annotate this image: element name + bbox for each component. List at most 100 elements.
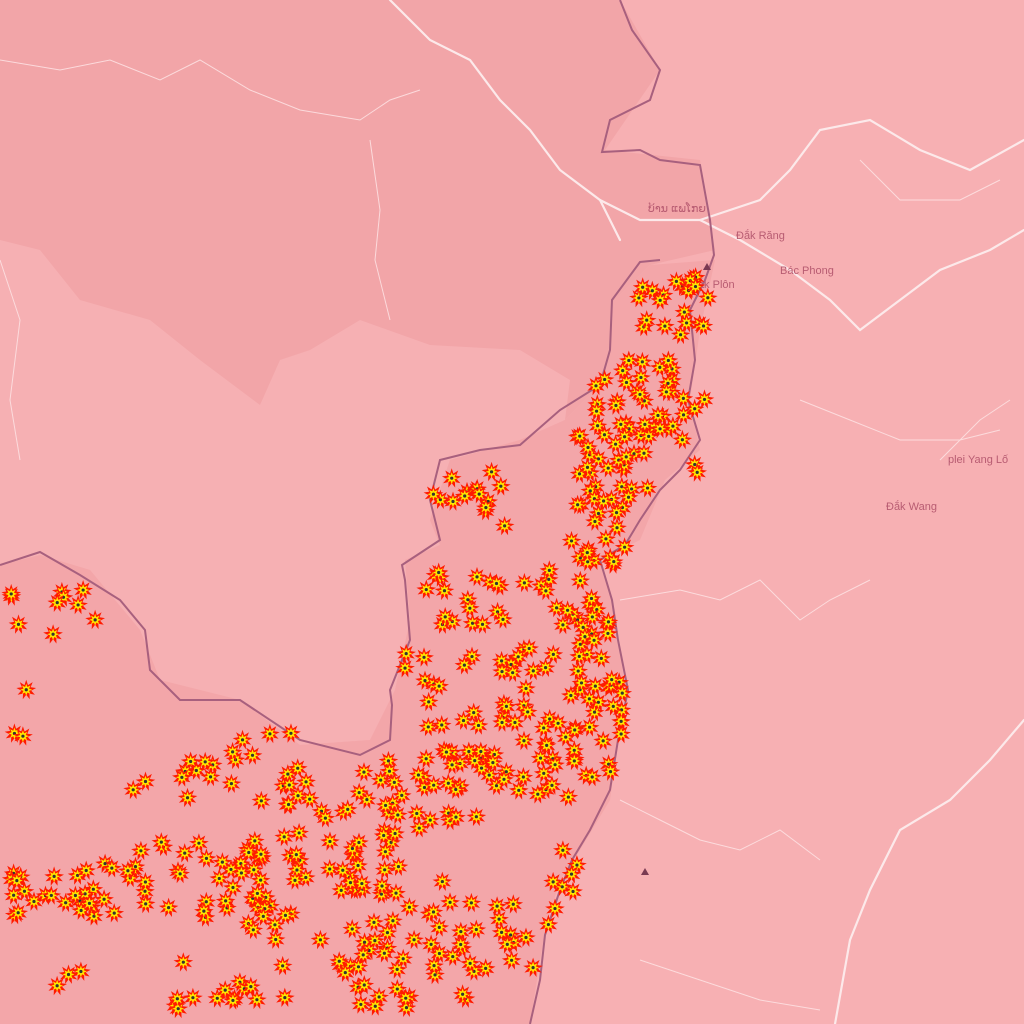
explosion-icon[interactable] <box>637 478 658 498</box>
explosion-icon[interactable] <box>606 502 627 523</box>
explosion-icon[interactable] <box>586 375 606 396</box>
explosion-icon[interactable] <box>585 511 605 531</box>
explosion-icon[interactable] <box>416 579 437 599</box>
explosion-icon[interactable] <box>577 542 598 562</box>
explosion-icon[interactable] <box>424 955 444 976</box>
explosion-icon[interactable] <box>393 948 413 969</box>
explosion-icon[interactable] <box>523 660 544 681</box>
explosion-icon[interactable] <box>428 562 449 582</box>
explosion-icon[interactable] <box>548 713 568 733</box>
explosion-icon[interactable] <box>275 987 295 1007</box>
explosion-icon[interactable] <box>354 762 374 782</box>
explosion-icon[interactable] <box>481 461 502 482</box>
explosion-icon[interactable] <box>587 599 607 619</box>
explosion-icon[interactable] <box>603 551 624 571</box>
explosion-icon[interactable] <box>632 351 653 372</box>
explosion-icon[interactable] <box>342 919 363 939</box>
explosion-icon[interactable] <box>374 943 395 963</box>
explosion-icon[interactable] <box>601 669 622 689</box>
explosion-icon[interactable] <box>296 867 316 887</box>
explosion-icon[interactable] <box>24 891 44 911</box>
explosion-icon[interactable] <box>505 712 525 732</box>
explosion-icon[interactable] <box>287 758 308 778</box>
explosion-icon[interactable] <box>593 730 613 751</box>
explosion-icon[interactable] <box>408 765 429 785</box>
explosion-icon[interactable] <box>79 893 100 913</box>
explosion-icon[interactable] <box>395 658 415 678</box>
marker-layer[interactable] <box>1 267 718 1019</box>
explosion-icon[interactable] <box>75 883 95 904</box>
explosion-icon[interactable] <box>289 822 309 843</box>
explosion-icon[interactable] <box>85 609 105 630</box>
explosion-icon[interactable] <box>286 844 307 864</box>
explosion-icon[interactable] <box>431 715 452 735</box>
explosion-icon[interactable] <box>432 871 453 891</box>
explosion-icon[interactable] <box>603 696 624 716</box>
explosion-icon[interactable] <box>434 580 455 601</box>
explosion-icon[interactable] <box>396 643 416 663</box>
explosion-icon[interactable] <box>174 843 195 863</box>
explosion-icon[interactable] <box>567 494 588 515</box>
explosion-icon[interactable] <box>43 624 63 644</box>
explosion-icon[interactable] <box>533 763 554 783</box>
explosion-icon[interactable] <box>486 573 507 593</box>
explosion-icon[interactable] <box>416 748 436 769</box>
explosion-icon[interactable] <box>472 614 493 634</box>
explosion-icon[interactable] <box>315 808 336 828</box>
explosion-icon[interactable] <box>535 657 556 677</box>
explosion-icon[interactable] <box>454 655 475 675</box>
explosion-icon[interactable] <box>611 476 632 497</box>
explosion-icon[interactable] <box>496 696 517 716</box>
explosion-icon[interactable] <box>406 803 427 823</box>
explosion-icon[interactable] <box>491 650 512 671</box>
explosion-icon[interactable] <box>567 855 587 875</box>
explosion-icon[interactable] <box>173 952 194 972</box>
explosion-icon[interactable] <box>452 984 473 1004</box>
explosion-icon[interactable] <box>429 917 450 937</box>
explosion-icon[interactable] <box>123 779 143 800</box>
explosion-icon[interactable] <box>545 898 565 918</box>
explosion-icon[interactable] <box>611 724 631 744</box>
explosion-icon[interactable] <box>378 750 399 771</box>
explosion-icon[interactable] <box>102 858 122 878</box>
explosion-icon[interactable] <box>443 491 463 511</box>
explosion-icon[interactable] <box>238 842 259 862</box>
explosion-icon[interactable] <box>514 572 535 593</box>
explosion-icon[interactable] <box>516 927 536 947</box>
explosion-icon[interactable] <box>579 688 600 709</box>
explosion-icon[interactable] <box>561 530 582 551</box>
explosion-icon[interactable] <box>215 980 236 1000</box>
explosion-icon[interactable] <box>242 745 263 765</box>
explosion-icon[interactable] <box>73 580 93 600</box>
explosion-icon[interactable] <box>243 859 264 880</box>
explosion-icon[interactable] <box>693 316 714 336</box>
explosion-icon[interactable] <box>196 848 217 868</box>
explosion-icon[interactable] <box>673 404 694 425</box>
explosion-icon[interactable] <box>483 752 503 772</box>
explosion-icon[interactable] <box>638 426 659 446</box>
explosion-icon[interactable] <box>491 922 512 942</box>
explosion-icon[interactable] <box>231 863 252 883</box>
explosion-icon[interactable] <box>517 701 538 722</box>
explosion-icon[interactable] <box>469 484 489 504</box>
explosion-icon[interactable] <box>41 885 62 905</box>
explosion-icon[interactable] <box>611 711 631 731</box>
explosion-icon[interactable] <box>387 959 407 979</box>
explosion-icon[interactable] <box>685 276 706 296</box>
explosion-icon[interactable] <box>634 443 654 463</box>
explosion-icon[interactable] <box>564 750 585 771</box>
explosion-icon[interactable] <box>619 350 639 370</box>
explosion-icon[interactable] <box>337 799 358 819</box>
explosion-icon[interactable] <box>476 497 496 517</box>
explosion-icon[interactable] <box>135 872 156 892</box>
explosion-icon[interactable] <box>296 771 316 792</box>
explosion-icon[interactable] <box>451 921 471 941</box>
explosion-icon[interactable] <box>658 350 679 370</box>
explosion-icon[interactable] <box>650 290 670 310</box>
explosion-icon[interactable] <box>375 841 396 862</box>
explosion-icon[interactable] <box>607 517 627 538</box>
explosion-icon[interactable] <box>461 892 482 913</box>
explosion-icon[interactable] <box>364 912 384 932</box>
explosion-icon[interactable] <box>274 826 295 847</box>
